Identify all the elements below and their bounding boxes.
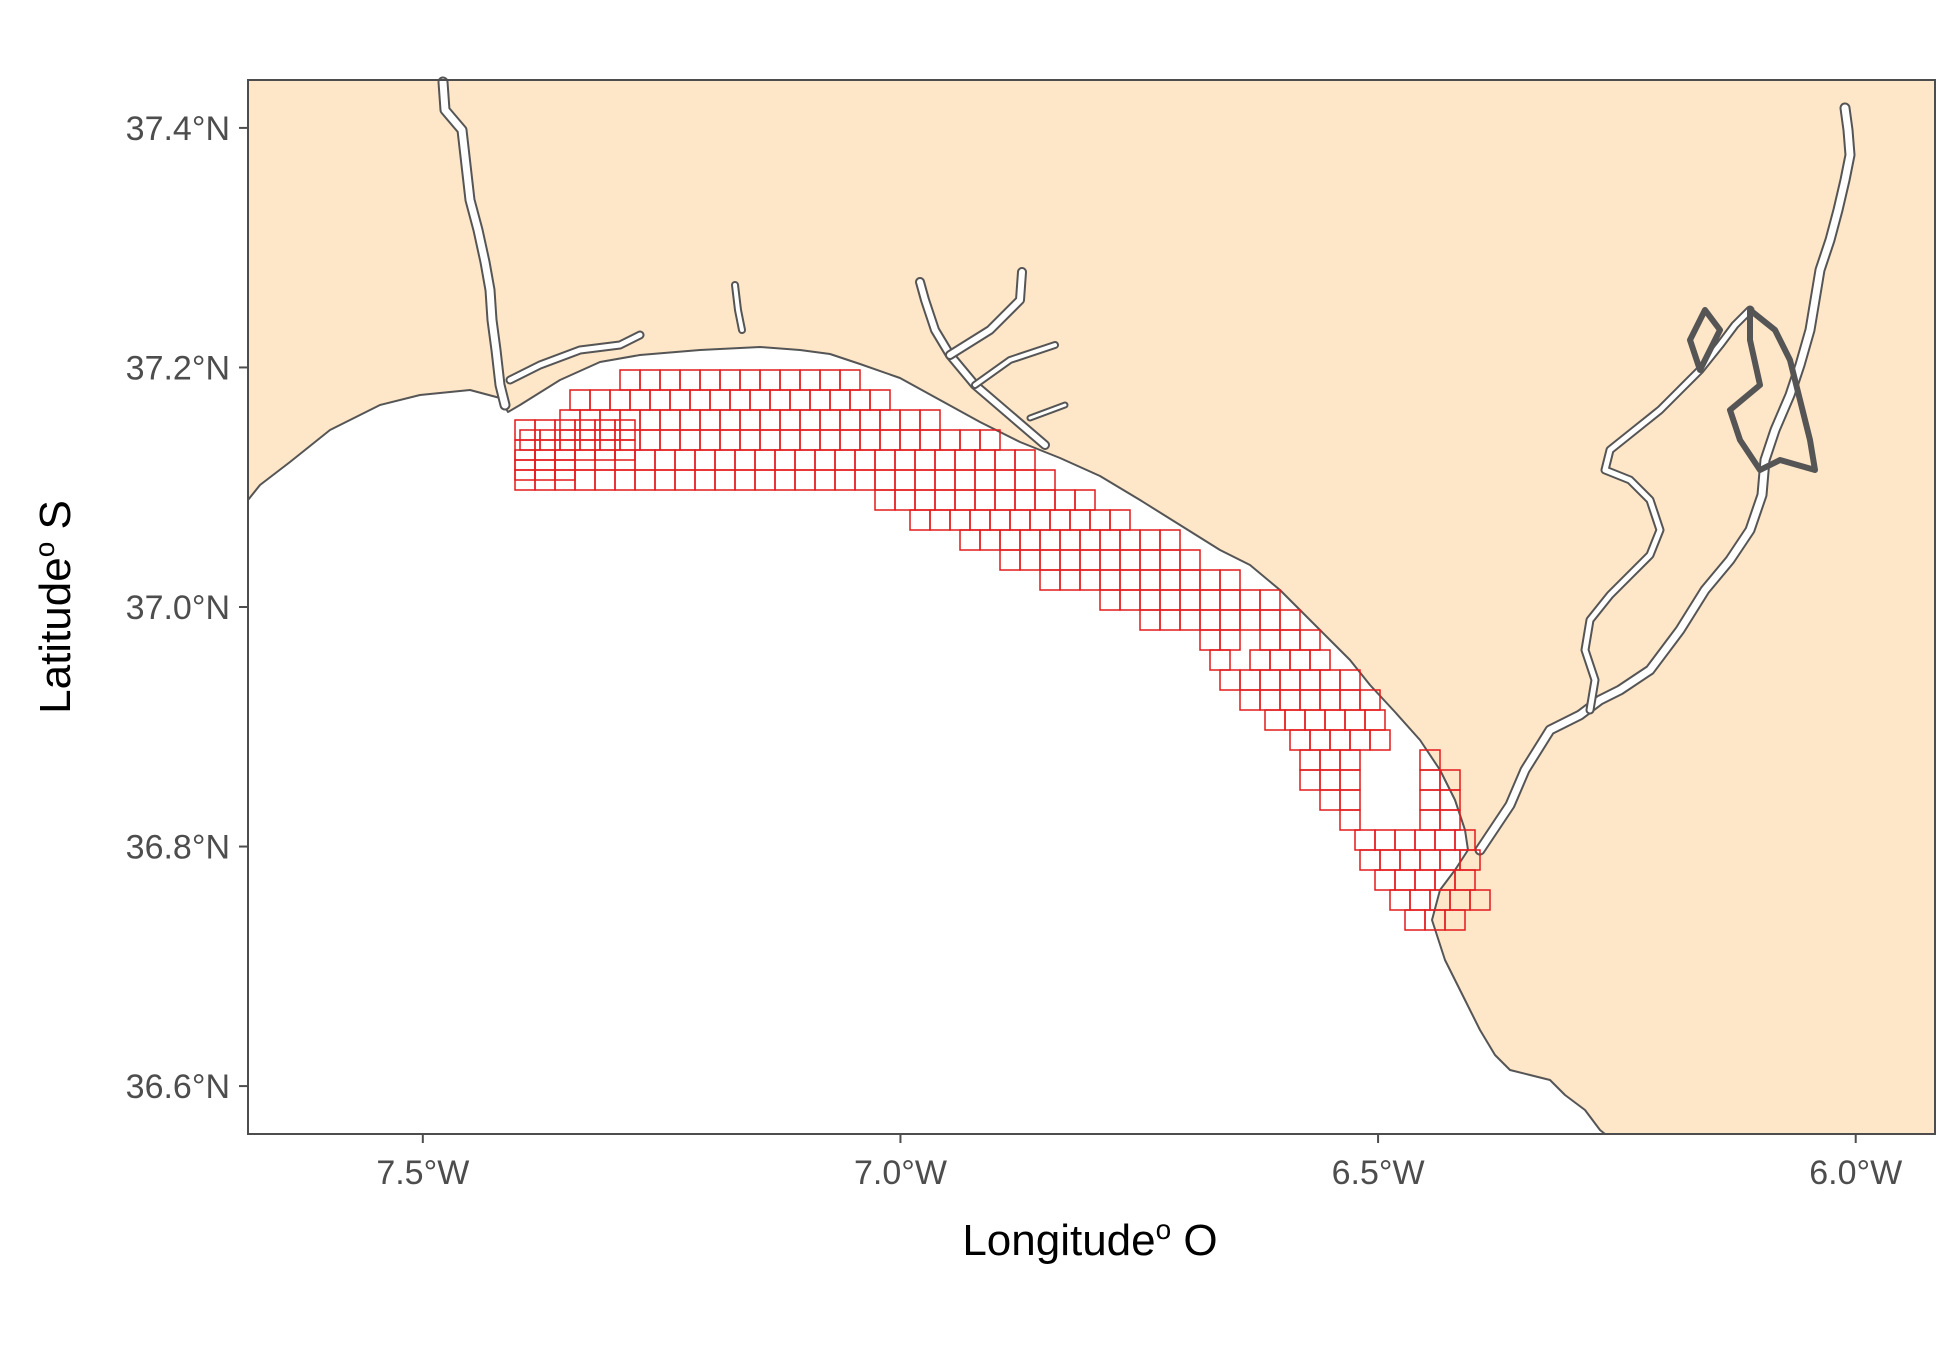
survey-grid-cells [514, 369, 1491, 931]
grid-cell [1339, 809, 1361, 831]
y-axis: 37.4°N 37.2°N 37.0°N 36.8°N 36.6°N [126, 110, 248, 1106]
y-tick-label: 36.6°N [126, 1068, 230, 1106]
y-tick-label: 36.8°N [126, 829, 230, 867]
grid-cell [1444, 909, 1466, 931]
grid-cell [1369, 729, 1391, 751]
x-tick-label: 7.5°W [376, 1154, 469, 1192]
y-tick-label: 37.4°N [126, 110, 230, 148]
y-tick-label: 37.0°N [126, 589, 230, 627]
rivers [437, 76, 1856, 856]
x-tick-label: 7.0°W [854, 1154, 947, 1192]
grid-cell [1469, 889, 1491, 911]
x-tick-label: 6.5°W [1332, 1154, 1425, 1192]
x-tick-label: 6.0°W [1809, 1154, 1902, 1192]
y-tick-label: 37.2°N [126, 349, 230, 387]
y-axis-title: Latitudeo S [29, 500, 80, 714]
grid-cell [614, 439, 636, 461]
grid-cell [554, 459, 576, 481]
x-axis: 7.5°W 7.0°W 6.5°W 6.0°W [376, 1134, 1902, 1192]
x-axis-title: Longitudeo O [962, 1214, 1217, 1265]
